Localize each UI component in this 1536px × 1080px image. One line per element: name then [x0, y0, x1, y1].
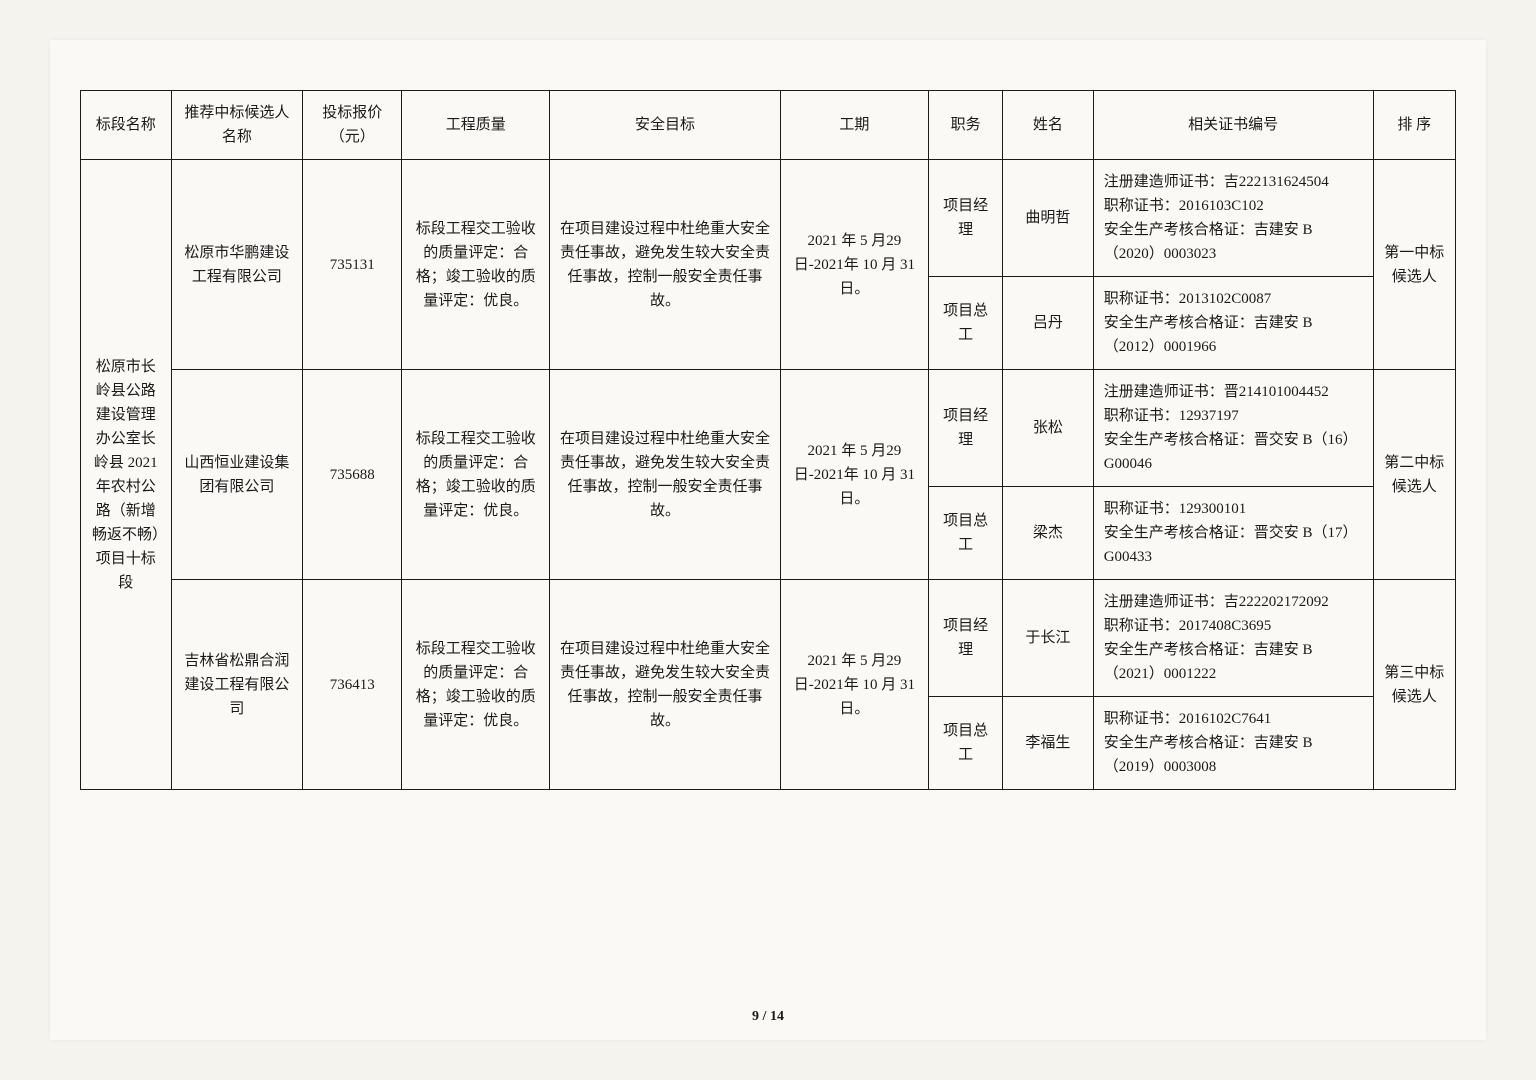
header-row: 标段名称 推荐中标候选人名称 投标报价（元） 工程质量 安全目标 工期 职务 姓… — [81, 91, 1456, 160]
rank-cell: 第三中标候选人 — [1373, 580, 1455, 790]
period-cell: 2021 年 5 月29 日-2021年 10 月 31日。 — [780, 370, 928, 580]
cert-cell: 注册建造师证书：吉222131624504职称证书：2016103C102安全生… — [1093, 160, 1373, 277]
period-cell: 2021 年 5 月29 日-2021年 10 月 31日。 — [780, 580, 928, 790]
cert-cell: 注册建造师证书：晋214101004452职称证书：12937197安全生产考核… — [1093, 370, 1373, 487]
header-bidder: 推荐中标候选人名称 — [171, 91, 303, 160]
header-price: 投标报价（元） — [303, 91, 402, 160]
quality-cell: 标段工程交工验收的质量评定：合格；竣工验收的质量评定：优良。 — [402, 160, 550, 370]
cert-cell: 注册建造师证书：吉222202172092职称证书：2017408C3695安全… — [1093, 580, 1373, 697]
safety-cell: 在项目建设过程中杜绝重大安全责任事故，避免发生较大安全责任事故，控制一般安全责任… — [550, 580, 781, 790]
name-cell: 梁杰 — [1003, 487, 1094, 580]
cert-cell: 职称证书：129300101安全生产考核合格证：晋交安 B（17）G00433 — [1093, 487, 1373, 580]
name-cell: 于长江 — [1003, 580, 1094, 697]
header-quality: 工程质量 — [402, 91, 550, 160]
role-cell: 项目总工 — [929, 487, 1003, 580]
table-row: 山西恒业建设集团有限公司 735688 标段工程交工验收的质量评定：合格；竣工验… — [81, 370, 1456, 487]
header-role: 职务 — [929, 91, 1003, 160]
safety-cell: 在项目建设过程中杜绝重大安全责任事故，避免发生较大安全责任事故，控制一般安全责任… — [550, 370, 781, 580]
quality-cell: 标段工程交工验收的质量评定：合格；竣工验收的质量评定：优良。 — [402, 370, 550, 580]
document-page: 标段名称 推荐中标候选人名称 投标报价（元） 工程质量 安全目标 工期 职务 姓… — [50, 40, 1486, 1040]
bid-price: 735688 — [303, 370, 402, 580]
header-cert: 相关证书编号 — [1093, 91, 1373, 160]
header-rank: 排 序 — [1373, 91, 1455, 160]
bidder-company: 松原市华鹏建设工程有限公司 — [171, 160, 303, 370]
bidder-company: 山西恒业建设集团有限公司 — [171, 370, 303, 580]
rank-cell: 第二中标候选人 — [1373, 370, 1455, 580]
quality-cell: 标段工程交工验收的质量评定：合格；竣工验收的质量评定：优良。 — [402, 580, 550, 790]
safety-cell: 在项目建设过程中杜绝重大安全责任事故，避免发生较大安全责任事故，控制一般安全责任… — [550, 160, 781, 370]
rank-cell: 第一中标候选人 — [1373, 160, 1455, 370]
section-name-cell: 松原市长岭县公路建设管理办公室长岭县 2021 年农村公路（新增畅返不畅）项目十… — [81, 160, 172, 790]
bid-price: 735131 — [303, 160, 402, 370]
header-period: 工期 — [780, 91, 928, 160]
header-section: 标段名称 — [81, 91, 172, 160]
role-cell: 项目总工 — [929, 697, 1003, 790]
cert-cell: 职称证书：2016102C7641安全生产考核合格证：吉建安 B（2019）00… — [1093, 697, 1373, 790]
page-number: 9 / 14 — [752, 1009, 784, 1025]
bid-price: 736413 — [303, 580, 402, 790]
table-row: 松原市长岭县公路建设管理办公室长岭县 2021 年农村公路（新增畅返不畅）项目十… — [81, 160, 1456, 277]
header-name: 姓名 — [1003, 91, 1094, 160]
table-body: 松原市长岭县公路建设管理办公室长岭县 2021 年农村公路（新增畅返不畅）项目十… — [81, 160, 1456, 790]
role-cell: 项目经理 — [929, 370, 1003, 487]
name-cell: 曲明哲 — [1003, 160, 1094, 277]
period-cell: 2021 年 5 月29 日-2021年 10 月 31日。 — [780, 160, 928, 370]
role-cell: 项目总工 — [929, 277, 1003, 370]
role-cell: 项目经理 — [929, 580, 1003, 697]
table-row: 吉林省松鼎合润建设工程有限公司 736413 标段工程交工验收的质量评定：合格；… — [81, 580, 1456, 697]
role-cell: 项目经理 — [929, 160, 1003, 277]
bid-table: 标段名称 推荐中标候选人名称 投标报价（元） 工程质量 安全目标 工期 职务 姓… — [80, 90, 1456, 790]
name-cell: 吕丹 — [1003, 277, 1094, 370]
header-safety: 安全目标 — [550, 91, 781, 160]
bidder-company: 吉林省松鼎合润建设工程有限公司 — [171, 580, 303, 790]
cert-cell: 职称证书：2013102C0087安全生产考核合格证：吉建安 B（2012）00… — [1093, 277, 1373, 370]
name-cell: 张松 — [1003, 370, 1094, 487]
name-cell: 李福生 — [1003, 697, 1094, 790]
